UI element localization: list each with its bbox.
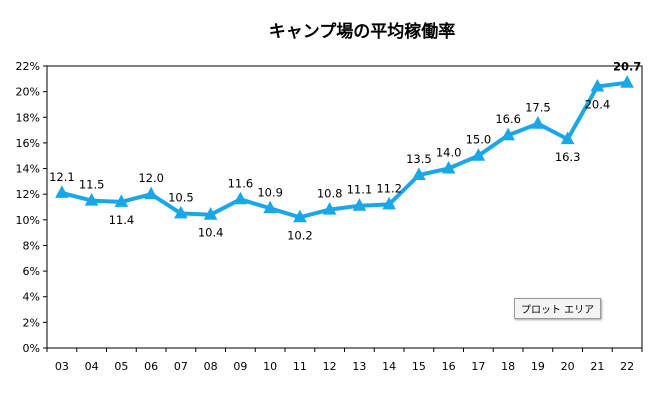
data-point (293, 209, 307, 223)
data-point (144, 186, 158, 200)
x-tick-label: 03 (55, 360, 69, 373)
data-point (84, 193, 99, 206)
data-point (441, 160, 456, 174)
data-label: 11.6 (228, 176, 254, 190)
y-tick-label: 6% (23, 265, 40, 278)
data-label: 10.8 (317, 187, 343, 201)
chart-title: キャンプ場の平均稼働率 (269, 21, 456, 42)
x-tick-label: 06 (144, 360, 158, 373)
data-label: 15.0 (466, 133, 492, 147)
data-label: 11.1 (347, 183, 373, 197)
x-tick-label: 04 (85, 360, 99, 373)
data-point (322, 202, 337, 215)
data-label: 20.7 (613, 60, 641, 74)
data-label: 20.4 (585, 98, 611, 112)
data-point (263, 200, 277, 214)
data-point (382, 196, 396, 210)
data-point (203, 207, 218, 220)
data-label: 13.5 (406, 152, 432, 166)
data-point (352, 198, 367, 211)
y-tick-label: 14% (16, 163, 40, 176)
x-tick-label: 16 (442, 360, 456, 373)
x-tick-label: 08 (204, 360, 218, 373)
x-tick-label: 20 (561, 360, 575, 373)
data-point (590, 78, 605, 92)
data-label: 10.5 (168, 190, 194, 204)
x-tick-label: 05 (114, 360, 128, 373)
y-tick-label: 4% (23, 291, 40, 304)
data-label: 14.0 (436, 146, 462, 160)
data-point (620, 75, 634, 88)
x-tick-label: 17 (471, 360, 485, 373)
data-point (174, 205, 188, 219)
y-tick-label: 22% (16, 60, 40, 73)
x-tick-label: 19 (531, 360, 545, 373)
x-tick-label: 21 (590, 360, 604, 373)
series-markers (55, 75, 634, 223)
x-tick-label: 11 (293, 360, 307, 373)
data-label: 16.3 (555, 150, 581, 164)
x-tick-label: 22 (620, 360, 634, 373)
x-axis: 03 04 05 06 07 08 09 10 11 12 13 14 15 16 17 18 19 20 21 22 (46, 348, 643, 373)
data-point (55, 185, 69, 198)
y-tick-label: 16% (16, 137, 40, 150)
data-label: 10.9 (257, 185, 283, 199)
data-point (233, 191, 248, 205)
data-label: 11.5 (79, 178, 105, 192)
data-label: 11.4 (109, 213, 135, 227)
data-point (412, 167, 426, 180)
data-point (114, 194, 129, 207)
x-tick-label: 09 (233, 360, 247, 373)
data-label: 10.2 (287, 228, 313, 242)
plot-area-tooltip: プロット エリア (514, 298, 602, 319)
data-point (531, 116, 545, 129)
x-tick-label: 07 (174, 360, 188, 373)
data-label: 11.2 (376, 181, 402, 195)
data-point (471, 148, 486, 161)
y-tick-label: 10% (16, 214, 40, 227)
data-label: 12.0 (138, 171, 164, 185)
data-point (501, 127, 515, 141)
data-label: 16.6 (495, 112, 521, 126)
y-axis: 0% 2% 4% 6% 8% 10% 12% 14% 16% 18% 20% 22% (16, 60, 47, 355)
data-labels: 12.1 11.5 11.4 12.0 10.5 10.4 11.610.9 10.2 10.8… (49, 60, 641, 243)
y-tick-label: 20% (16, 86, 40, 99)
x-tick-label: 14 (382, 360, 396, 373)
data-label: 12.1 (49, 170, 75, 184)
x-tick-label: 10 (263, 360, 277, 373)
x-tick-label: 13 (352, 360, 366, 373)
x-tick-label: 15 (412, 360, 426, 373)
data-label: 17.5 (525, 101, 551, 115)
data-point (560, 131, 575, 145)
y-tick-label: 12% (16, 188, 40, 201)
y-tick-label: 18% (16, 111, 40, 124)
y-tick-label: 2% (23, 316, 40, 329)
x-tick-label: 12 (323, 360, 337, 373)
y-tick-label: 0% (23, 342, 40, 355)
x-tick-label: 18 (501, 360, 515, 373)
data-label: 10.4 (198, 226, 224, 240)
y-tick-label: 8% (23, 239, 40, 252)
